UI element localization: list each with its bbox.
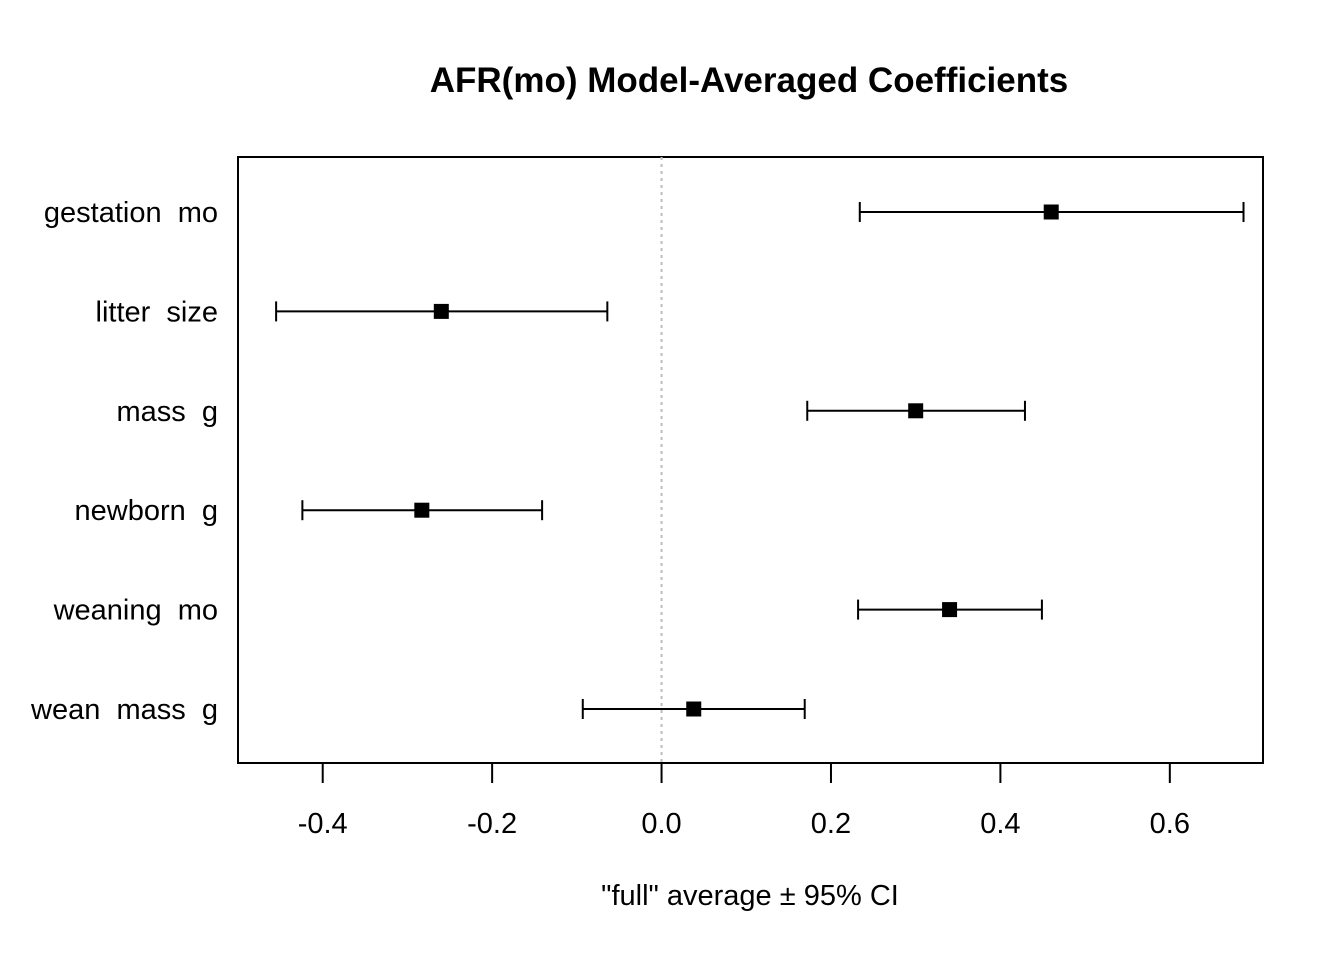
error-bars [275,202,1245,719]
estimate-point [908,403,924,419]
x-tick-label: 0.2 [811,808,851,840]
category-label: gestation mo [44,197,218,229]
y-axis-labels: gestation mo litter size mass g newborn g we… [30,197,218,726]
x-axis: -0.4 -0.2 0.0 0.2 0.4 0.6 [298,763,1190,840]
estimate-point [433,303,449,319]
category-label: weaning mo [53,595,218,627]
estimate-points [414,204,1059,717]
category-label: litter size [96,296,218,328]
category-label: newborn g [75,495,219,527]
x-tick-label: 0.0 [641,808,681,840]
x-axis-title: "full" average ± 95% CI [601,880,899,912]
x-tick-label: -0.2 [467,808,517,840]
estimate-point [686,701,702,717]
category-label: mass g [116,396,218,428]
estimate-point [1043,204,1059,220]
chart-title: AFR(mo) Model-Averaged Coefficients [430,61,1068,100]
x-tick-label: 0.6 [1150,808,1190,840]
estimate-point [942,602,958,618]
estimate-point [414,502,430,518]
category-label: wean mass g [30,694,218,726]
x-tick-label: 0.4 [980,808,1020,840]
plot-frame [237,156,1264,764]
x-tick-label: -0.4 [298,808,348,840]
